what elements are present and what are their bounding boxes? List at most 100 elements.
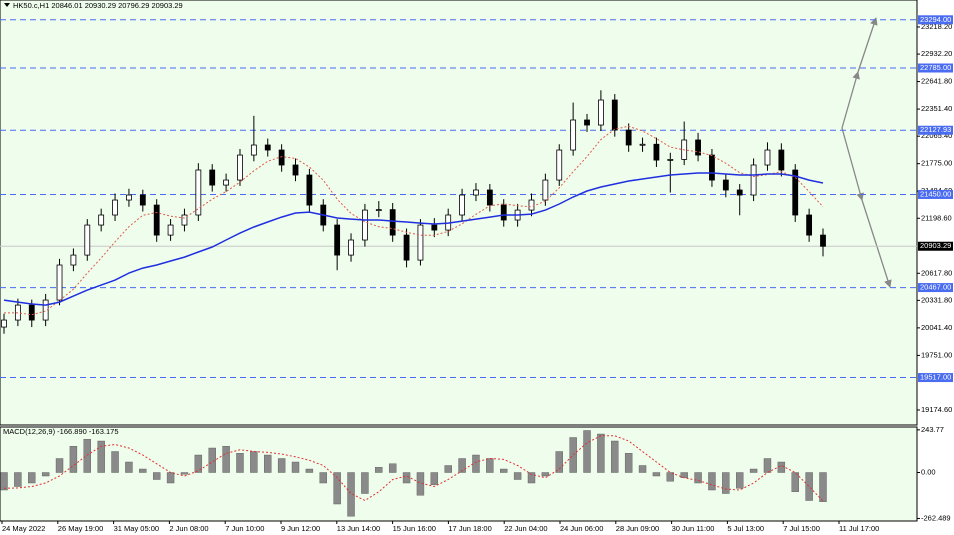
candle-body: [334, 224, 341, 256]
candle-body: [389, 209, 396, 236]
macd-bar: [611, 440, 619, 473]
candle-body: [806, 214, 813, 236]
macd-bar: [638, 465, 647, 473]
x-tick-label: 30 Jun 11:00: [672, 524, 715, 533]
y-tick-label: 20331.80: [921, 295, 952, 304]
candle-body: [792, 169, 799, 216]
x-tick-label: 5 Jul 13:00: [727, 524, 764, 533]
macd-panel: [0, 426, 918, 522]
level-label-box: [918, 125, 953, 135]
x-tick-label: 7 Jul 15:00: [783, 524, 820, 533]
macd-bar: [805, 472, 813, 501]
candle-body: [459, 194, 465, 216]
x-tick-label: 26 May 19:00: [58, 524, 103, 533]
macd-bar: [14, 472, 22, 487]
macd-bar: [791, 472, 799, 492]
macd-bar: [624, 453, 633, 473]
macd-bar: [208, 447, 216, 473]
macd-bar: [333, 472, 341, 505]
macd-bar: [430, 472, 439, 485]
macd-bar: [0, 472, 8, 491]
candle-body: [139, 194, 146, 206]
candle-body: [695, 139, 701, 156]
x-tick-label: 17 Jun 18:00: [448, 524, 491, 533]
current-price-label: 20903.29: [920, 241, 951, 250]
macd-bar: [194, 454, 203, 473]
macd-bar: [555, 451, 563, 473]
y-tick-label: 21198.60: [921, 213, 952, 222]
macd-bar: [388, 463, 397, 473]
candle-body: [70, 254, 77, 266]
macd-bar: [69, 446, 78, 473]
level-label-box: [918, 63, 953, 73]
candle-body: [736, 189, 743, 196]
y-tick-label: 22065.40: [921, 131, 952, 140]
candle-body: [181, 214, 188, 226]
candle-body: [42, 299, 49, 321]
level-label: 19517.00: [920, 373, 951, 382]
macd-bar: [139, 468, 147, 473]
macd-bar: [652, 472, 661, 477]
candle-body: [778, 149, 785, 171]
candle-body: [375, 209, 382, 212]
x-tick-label: 7 Jun 10:00: [225, 524, 264, 533]
chart-title: HK50.c,H1 20846.01 20930.29 20796.29 209…: [13, 1, 183, 10]
y-tick-label: 23218.20: [921, 22, 952, 31]
candle-body: [306, 174, 313, 206]
candle-body: [542, 179, 549, 201]
candle-body: [250, 144, 257, 156]
level-label: 22127.93: [920, 125, 951, 134]
candle-body: [722, 179, 729, 191]
ma-fast-line: [4, 125, 824, 316]
x-tick-label: 28 Jun 09:00: [616, 524, 659, 533]
x-tick-label: 31 May 05:00: [114, 524, 159, 533]
macd-bar: [347, 472, 355, 517]
candle-body: [709, 154, 715, 181]
candle-body: [362, 209, 368, 241]
candle-body: [431, 224, 438, 231]
y-tick-label: 20041.40: [921, 323, 952, 332]
level-label-box: [918, 283, 953, 293]
macd-bar: [749, 468, 758, 473]
macd-bar: [152, 472, 161, 480]
macd-bar: [250, 451, 258, 473]
macd-bar: [708, 472, 716, 491]
macd-bar: [222, 446, 230, 473]
macd-bar: [569, 437, 577, 473]
candle-body: [667, 159, 674, 161]
candle-body: [570, 119, 577, 151]
candle-body: [167, 224, 174, 236]
macd-tick-label: -262.489: [921, 513, 951, 522]
candle-body: [112, 199, 118, 216]
macd-bar: [305, 468, 314, 473]
candle-body: [597, 99, 604, 126]
macd-bar: [361, 472, 369, 494]
projection-line: [857, 17, 878, 73]
x-tick-label: 24 Jun 06:00: [560, 524, 603, 533]
macd-bar: [694, 472, 702, 484]
price-panel: [0, 0, 918, 426]
y-tick-label: 22641.80: [921, 77, 952, 86]
candle-body: [153, 204, 160, 236]
macd-bar: [763, 458, 772, 473]
macd-bar: [402, 472, 411, 484]
menu-icon: [4, 3, 10, 7]
candle-body: [209, 169, 216, 186]
level-label: 21450.00: [920, 189, 951, 198]
macd-bar: [666, 472, 675, 482]
macd-signal-line: [3, 435, 824, 502]
macd-bar: [500, 468, 508, 473]
candle-body: [84, 224, 91, 256]
candle-body: [56, 264, 63, 301]
macd-bar: [180, 472, 189, 475]
macd-bar: [583, 430, 591, 473]
candle-body: [98, 214, 105, 226]
macd-bar: [444, 465, 452, 473]
x-tick-label: 24 May 2022: [2, 524, 45, 533]
macd-bar: [680, 472, 688, 478]
projection-line: [861, 199, 892, 288]
macd-bar: [28, 472, 36, 484]
candle-body: [403, 234, 410, 261]
y-tick-label: 20617.80: [921, 268, 952, 277]
